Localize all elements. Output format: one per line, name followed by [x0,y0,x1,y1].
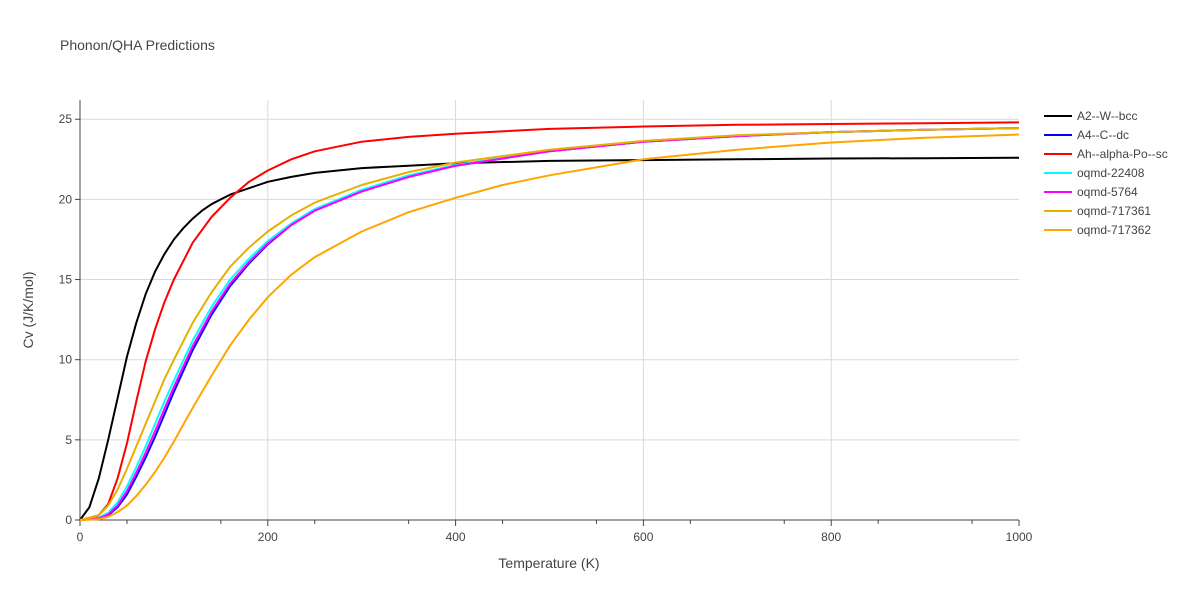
legend-label: Ah--alpha-Po--sc [1077,147,1168,161]
y-tick-label: 20 [59,192,73,206]
legend-label: oqmd-22408 [1077,166,1145,180]
legend-item-oqmd-5764[interactable]: oqmd-5764 [1044,185,1138,199]
y-axis-label: Cv (J/K/mol) [20,272,36,349]
series-line-A2--W--bcc [79,156,1020,521]
x-tick-label: 200 [258,530,278,544]
chart-title: Phonon/QHA Predictions [60,37,215,53]
y-tick-label: 0 [65,513,72,527]
axes: 0 200 400 600 800 1000 0 5 10 15 20 25 [59,100,1033,544]
legend-item-oqmd-717361[interactable]: oqmd-717361 [1044,204,1151,218]
legend-label: A2--W--bcc [1077,109,1137,123]
x-axis-label: Temperature (K) [498,555,599,571]
series-line-oqmd-22408 [79,127,1020,521]
legend-item-A4--C--dc[interactable]: A4--C--dc [1044,128,1129,142]
x-tick-label: 800 [821,530,841,544]
x-tick-label: 0 [77,530,84,544]
series-line-Ah--alpha-Po--sc [79,121,1020,521]
legend-label: oqmd-717361 [1077,204,1151,218]
legend-label: oqmd-5764 [1077,185,1138,199]
y-tick-label: 10 [59,353,73,367]
x-tick-label: 600 [633,530,653,544]
y-tick-label: 15 [59,273,73,287]
series-line-A4--C--dc [79,127,1020,521]
legend-item-oqmd-22408[interactable]: oqmd-22408 [1044,166,1145,180]
x-tick-label: 1000 [1006,530,1033,544]
x-tick-label: 400 [446,530,466,544]
legend-item-Ah--alpha-Po--sc[interactable]: Ah--alpha-Po--sc [1044,147,1168,161]
y-tick-label: 5 [65,433,72,447]
series-line-oqmd-717362 [79,133,1020,521]
plot-area [79,121,1020,521]
legend[interactable]: A2--W--bcc A4--C--dc Ah--alpha-Po--sc oqmd-… [1044,109,1168,237]
grid [80,100,1019,520]
legend-label: A4--C--dc [1077,128,1129,142]
legend-label: oqmd-717362 [1077,223,1151,237]
series-line-oqmd-717361 [79,127,1020,521]
series-line-oqmd-5764 [79,127,1020,521]
legend-item-oqmd-717362[interactable]: oqmd-717362 [1044,223,1151,237]
legend-item-A2--W--bcc[interactable]: A2--W--bcc [1044,109,1137,123]
y-tick-label: 25 [59,112,73,126]
